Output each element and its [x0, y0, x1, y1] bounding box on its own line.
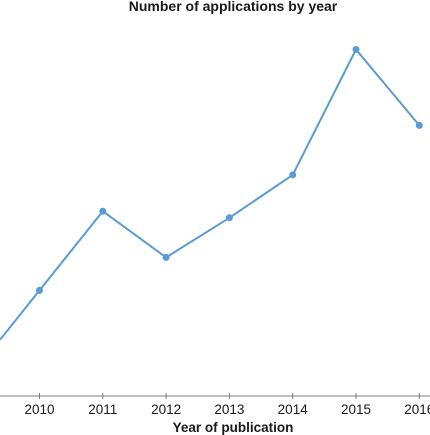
data-point-2016 [415, 121, 423, 129]
x-tick-label-2016: 2016 [404, 402, 430, 417]
x-axis-title: Year of publication [173, 420, 294, 435]
x-axis-ticks [39, 393, 420, 399]
x-tick-label-2014: 2014 [278, 402, 309, 417]
data-point-2013 [225, 214, 233, 222]
x-tick-label-2012: 2012 [151, 402, 181, 417]
x-axis-tick-labels: 2010 2011 2012 2013 2014 2015 2016 [24, 402, 430, 417]
x-tick-label-2015: 2015 [341, 402, 371, 417]
x-tick-label-2011: 2011 [88, 402, 117, 417]
data-point-2010 [36, 286, 43, 294]
x-tick-label-2010: 2010 [24, 402, 54, 417]
data-point-2015 [352, 46, 360, 53]
data-point-2011 [99, 207, 107, 215]
series-points [36, 46, 423, 294]
data-point-2014 [289, 171, 297, 179]
data-point-2012 [162, 253, 170, 261]
series-line [0, 48, 421, 341]
x-tick-label-2013: 2013 [214, 402, 244, 417]
chart-title: Number of applications by year [129, 0, 338, 14]
